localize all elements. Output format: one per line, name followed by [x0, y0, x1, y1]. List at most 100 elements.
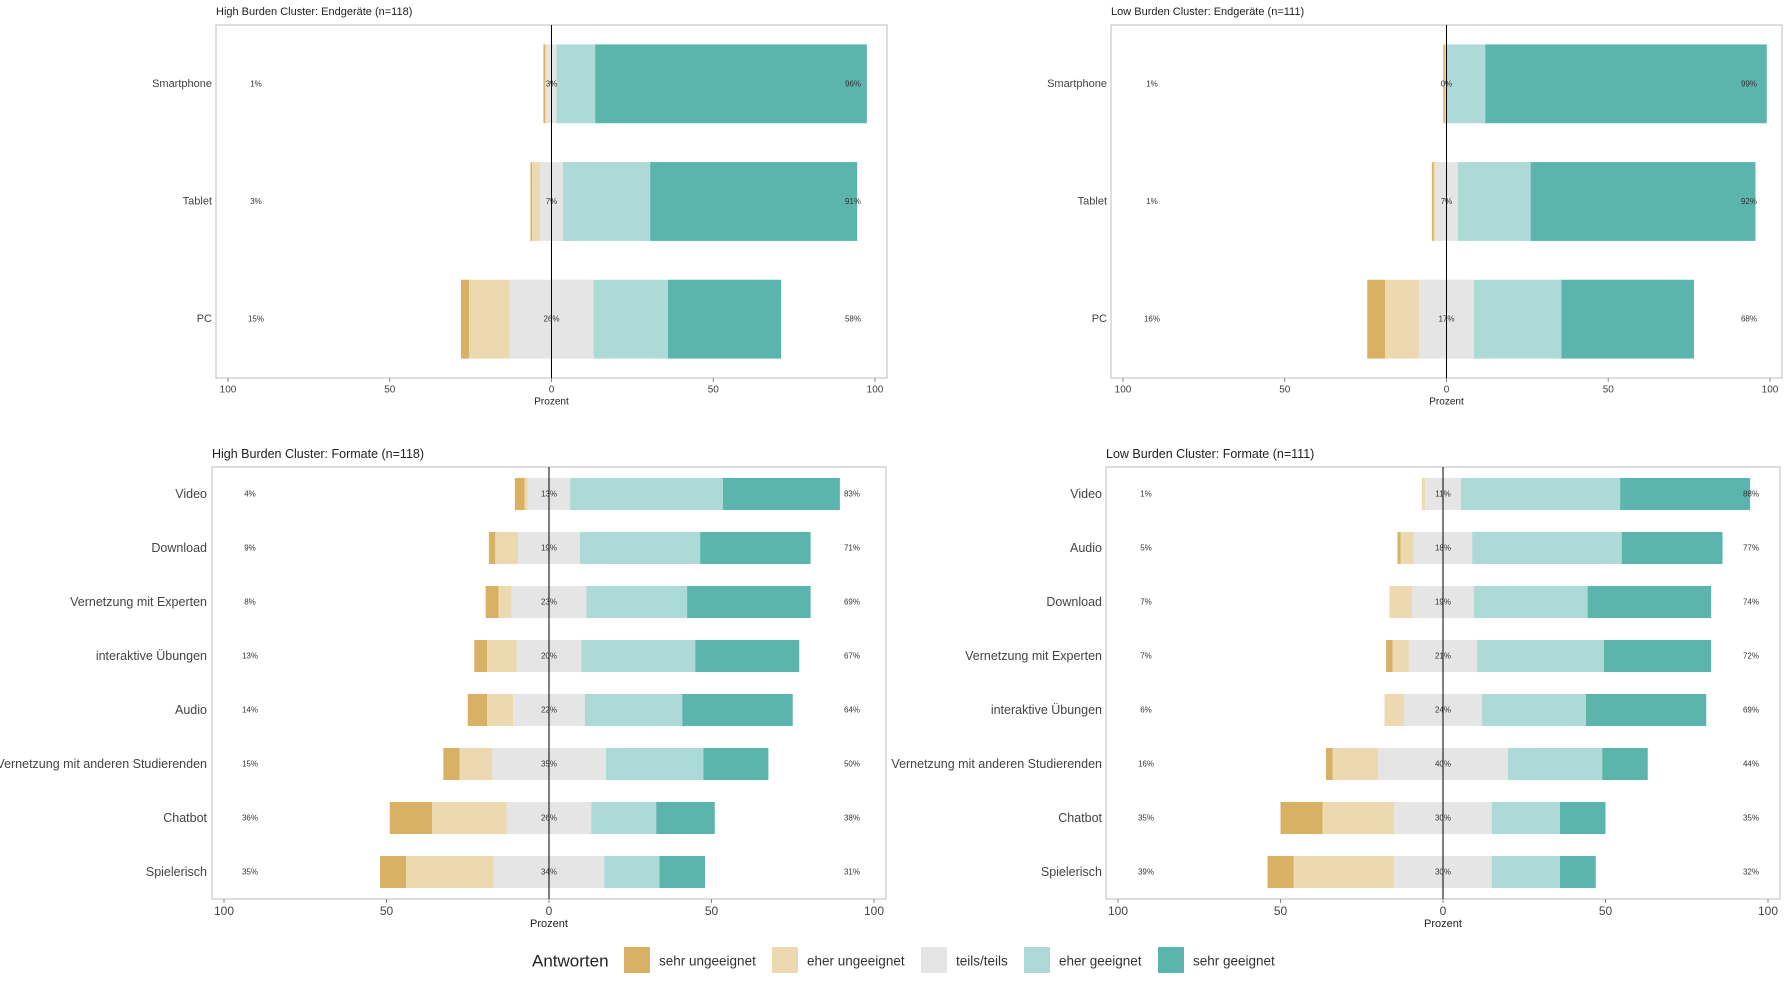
- right-percent-label: 77%: [1743, 544, 1759, 553]
- bar-1: [460, 279, 470, 359]
- bar-5: [1621, 531, 1723, 565]
- bar-1: [1397, 531, 1401, 565]
- x-tick-label: 100: [1758, 904, 1778, 918]
- right-percent-label: 71%: [844, 544, 860, 553]
- bar-2: [432, 801, 507, 835]
- bar-4: [1460, 477, 1621, 511]
- bar-4: [1508, 747, 1603, 781]
- left-percent-label: 3%: [250, 197, 262, 206]
- bar-1: [1280, 801, 1323, 835]
- category-label: interaktive Übungen: [991, 703, 1102, 717]
- x-tick-label: 100: [1108, 904, 1128, 918]
- category-label: Tablet: [1078, 196, 1107, 208]
- bar-5: [1560, 801, 1606, 835]
- legend-item-label: eher geeignet: [1059, 954, 1142, 969]
- category-label: Vernetzung mit anderen Studierenden: [891, 757, 1102, 771]
- bar-4: [605, 747, 704, 781]
- right-percent-label: 32%: [1743, 868, 1759, 877]
- category-label: Smartphone: [1047, 78, 1107, 90]
- bar-2: [1384, 693, 1404, 727]
- bar-1: [380, 855, 406, 889]
- bar-5: [1620, 477, 1751, 511]
- legend-item-label: sehr ungeeignet: [659, 954, 756, 969]
- left-percent-label: 7%: [1140, 598, 1152, 607]
- right-percent-label: 69%: [1743, 706, 1759, 715]
- bar-5: [1587, 585, 1712, 619]
- bar-4: [1491, 801, 1560, 835]
- category-label: Chatbot: [163, 811, 207, 825]
- category-label: PC: [197, 313, 212, 325]
- x-axis-label: Prozent: [530, 918, 568, 930]
- bar-2: [487, 693, 514, 727]
- bar-2: [495, 531, 519, 565]
- bar-1: [443, 747, 460, 781]
- left-percent-label: 8%: [244, 598, 256, 607]
- chart-panel-3: High Burden Cluster: Formate (n=118) Vide…: [0, 447, 887, 930]
- left-percent-label: 4%: [244, 490, 256, 499]
- bar-4: [570, 477, 723, 511]
- bar-4: [584, 693, 683, 727]
- x-tick-label: 50: [380, 904, 394, 918]
- category-label: Tablet: [183, 196, 212, 208]
- bar-4: [556, 44, 596, 124]
- right-percent-label: 44%: [1743, 760, 1759, 769]
- legend-swatch: [1024, 947, 1050, 973]
- chart-panel-4: Low Burden Cluster: Formate (n=111) Video…: [891, 447, 1781, 930]
- bar-1: [1326, 747, 1333, 781]
- bar-5: [1485, 44, 1767, 124]
- x-axis-label: Prozent: [1429, 397, 1464, 408]
- x-tick-label: 0: [546, 904, 553, 918]
- bar-2: [487, 639, 517, 673]
- category-label: Smartphone: [152, 78, 212, 90]
- panel-title: High Burden Cluster: Endgeräte (n=118): [216, 6, 412, 18]
- left-percent-label: 35%: [242, 868, 258, 877]
- bar-2: [532, 162, 541, 241]
- bar-5: [656, 801, 715, 835]
- bar-4: [1446, 44, 1486, 124]
- category-label: PC: [1092, 313, 1107, 325]
- x-tick-label: 100: [220, 385, 237, 396]
- category-label: Audio: [1070, 541, 1102, 555]
- category-label: Chatbot: [1058, 811, 1102, 825]
- left-percent-label: 7%: [1140, 652, 1152, 661]
- x-tick-label: 50: [1279, 385, 1291, 396]
- bar-4: [1491, 855, 1560, 889]
- bar-4: [1473, 585, 1588, 619]
- bar-5: [687, 585, 811, 619]
- right-percent-label: 58%: [845, 315, 861, 324]
- category-label: Spielerisch: [1041, 865, 1102, 879]
- bar-5: [1603, 639, 1712, 673]
- bar-1: [530, 162, 533, 241]
- category-label: interaktive Übungen: [96, 649, 207, 663]
- bar-4: [1482, 693, 1586, 727]
- bar-1: [485, 585, 499, 619]
- bar-2: [498, 585, 512, 619]
- bar-4: [591, 801, 657, 835]
- x-tick-label: 50: [1274, 904, 1288, 918]
- left-percent-label: 1%: [1146, 79, 1158, 88]
- bar-1: [1386, 639, 1393, 673]
- legend-title: Antworten: [532, 952, 609, 971]
- legend-item-label: eher ungeeignet: [807, 954, 905, 969]
- bar-2: [1421, 477, 1426, 511]
- panel-title: Low Burden Cluster: Endgeräte (n=111): [1111, 6, 1304, 18]
- bar-4: [581, 639, 696, 673]
- legend-swatch: [624, 947, 650, 973]
- bar-2: [406, 855, 494, 889]
- x-tick-label: 100: [214, 904, 234, 918]
- left-percent-label: 36%: [242, 814, 258, 823]
- bar-4: [593, 279, 668, 359]
- bar-2: [469, 279, 510, 359]
- left-percent-label: 1%: [1140, 490, 1152, 499]
- bar-5: [700, 531, 811, 565]
- bar-2: [1392, 639, 1409, 673]
- left-percent-label: 16%: [1144, 315, 1160, 324]
- bar-2: [1389, 585, 1413, 619]
- right-percent-label: 50%: [844, 760, 860, 769]
- bar-1: [1367, 279, 1386, 359]
- x-tick-label: 100: [867, 385, 884, 396]
- bar-5: [1560, 855, 1596, 889]
- chart-panel-2: Low Burden Cluster: Endgeräte (n=111) Sma…: [1047, 6, 1783, 408]
- category-label: Download: [1046, 595, 1102, 609]
